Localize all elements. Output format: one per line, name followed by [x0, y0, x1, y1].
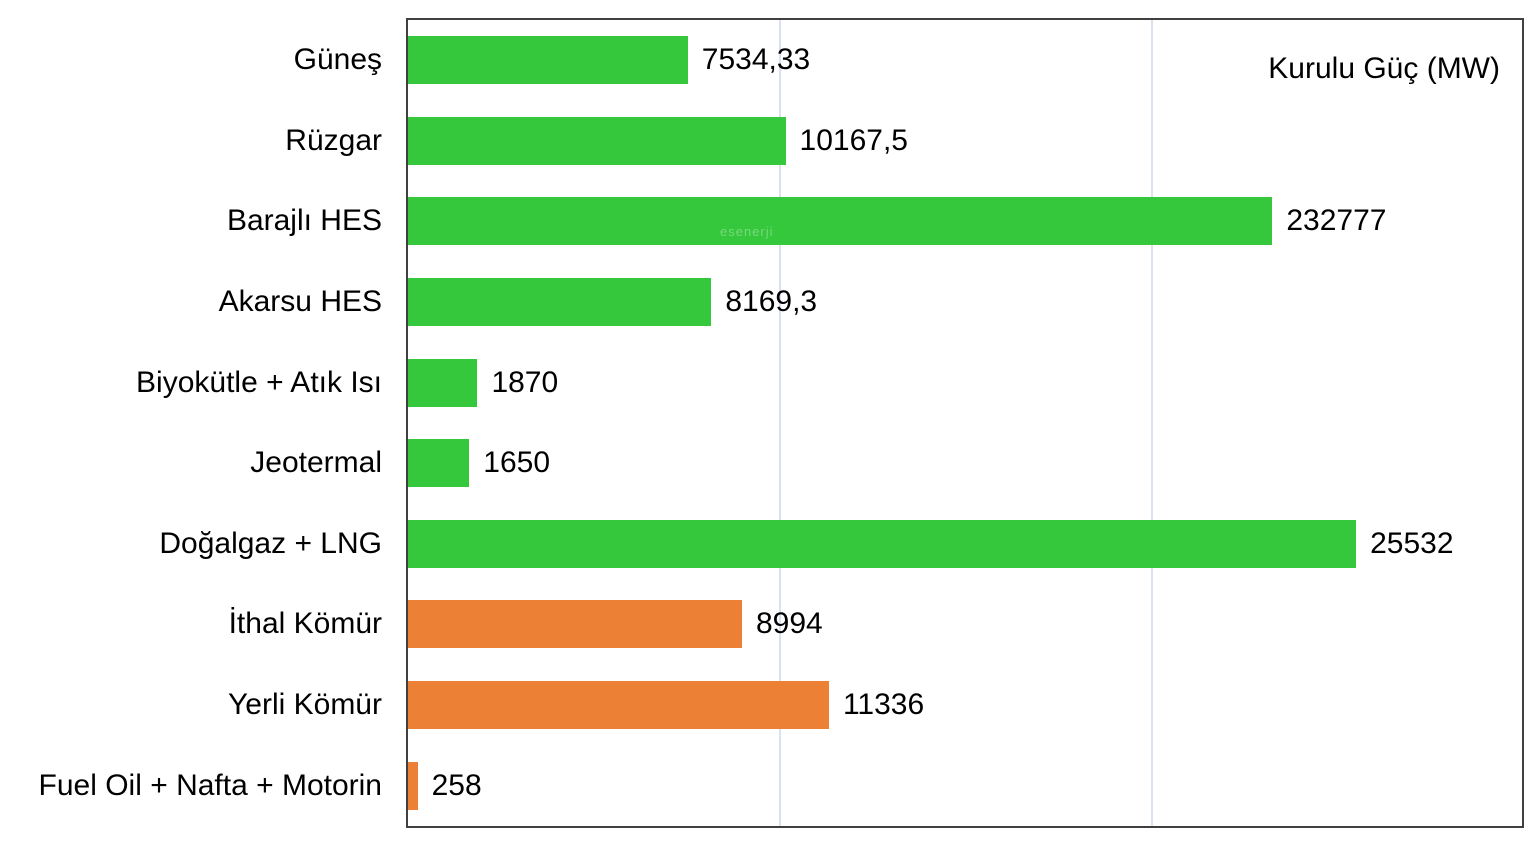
bar-value-label: 8169,3 — [725, 285, 818, 319]
category-label: Fuel Oil + Nafta + Motorin — [38, 768, 382, 802]
bar — [408, 600, 742, 649]
bar-value-label: 1650 — [483, 446, 551, 480]
bar-row: 232777 — [408, 181, 1522, 262]
bar-value-label: 10167,5 — [799, 123, 908, 157]
bar-row: 1650 — [408, 423, 1522, 504]
gridline — [779, 20, 782, 826]
bar-row: 8169,3 — [408, 262, 1522, 343]
bar — [408, 116, 786, 165]
category-label: Barajlı HES — [226, 204, 382, 238]
gridline — [1150, 20, 1153, 826]
watermark: esenerji — [720, 224, 774, 239]
category-label: Güneş — [293, 43, 382, 77]
category-label: Biyokütle + Atık Isı — [136, 365, 382, 399]
bar — [408, 519, 1357, 568]
bar — [408, 197, 1273, 246]
category-labels: Güneş Rüzgar Barajlı HES Akarsu HES Biyokütl… — [0, 20, 382, 826]
bar-value-label: 1870 — [491, 365, 559, 399]
plot-inner: Kurulu Güç (MW) esenerji 7534,33 10167,5 2… — [408, 20, 1522, 826]
bar-row: 10167,5 — [408, 101, 1522, 182]
bar — [408, 681, 829, 730]
bar-row: 8994 — [408, 584, 1522, 665]
plot-area: Kurulu Güç (MW) esenerji 7534,33 10167,5 2… — [406, 18, 1524, 828]
bar — [408, 278, 712, 327]
category-label: Jeotermal — [250, 446, 382, 480]
bar-row: 258 — [408, 745, 1522, 826]
bar-value-label: 7534,33 — [701, 43, 811, 77]
category-label: Rüzgar — [285, 123, 382, 157]
bar-row: 1870 — [408, 342, 1522, 423]
bar-value-label: 11336 — [842, 688, 925, 722]
category-label: Doğalgaz + LNG — [159, 526, 382, 560]
bar — [408, 761, 418, 810]
bar — [408, 358, 478, 407]
bar-value-label: 8994 — [755, 607, 823, 641]
bar-value-label: 258 — [431, 768, 482, 802]
bar-row: 11336 — [408, 665, 1522, 746]
category-label: Yerli Kömür — [228, 688, 382, 722]
bar-row: 7534,33 — [408, 20, 1522, 101]
bar-value-label: 232777 — [1286, 204, 1387, 238]
bar — [408, 439, 470, 488]
bar — [408, 36, 688, 85]
bar-row: 25532 — [408, 504, 1522, 585]
series-title: Kurulu Güç (MW) — [1268, 52, 1500, 85]
bar-value-label: 25532 — [1370, 526, 1454, 560]
category-label: İthal Kömür — [228, 607, 382, 641]
category-label: Akarsu HES — [218, 285, 382, 319]
